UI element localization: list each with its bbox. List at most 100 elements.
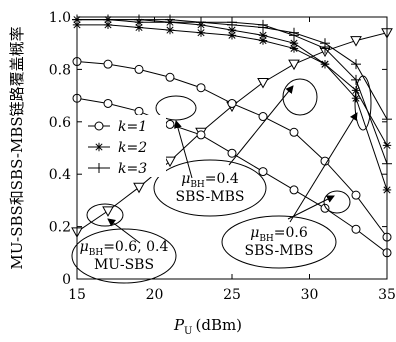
point-asterisk-d2 <box>95 143 103 151</box>
point-circle <box>103 59 113 69</box>
x-tick-label: 20 <box>146 287 164 303</box>
annotation-arrow <box>289 112 358 223</box>
y-tick-label: 0.4 <box>49 167 71 183</box>
point-plus <box>134 14 144 25</box>
highlight-ellipse <box>155 95 197 121</box>
point-circle <box>134 106 144 116</box>
point-asterisk-d2 <box>290 39 298 47</box>
point-asterisk <box>165 25 175 35</box>
point-asterisk <box>289 44 299 53</box>
point-circle <box>103 98 113 108</box>
point-plus <box>103 14 113 25</box>
point-asterisk <box>196 28 206 37</box>
point-asterisk-d2 <box>135 23 143 32</box>
point-plus <box>258 19 268 30</box>
ticks-layer: 15 20 25 30 35 0 0.2 0.4 0.6 0.8 1.0 <box>49 10 396 303</box>
annotation-text: μBH=0.4 <box>181 171 239 190</box>
point-plus <box>320 43 330 54</box>
point-asterisk-d2 <box>104 21 112 29</box>
point-triangle <box>350 36 362 47</box>
annotation-line2: SBS-MBS <box>176 189 245 205</box>
point-plus <box>196 17 206 28</box>
x-axis-title: PU (dBm) <box>173 316 242 337</box>
x-axis-title-subscript: U <box>184 326 192 337</box>
point-asterisk-d2 <box>259 37 267 45</box>
point-circle <box>227 148 237 158</box>
point-asterisk-d2 <box>228 26 236 34</box>
annotation-mu: μ <box>80 239 89 255</box>
point-asterisk-d2 <box>228 31 236 39</box>
point-asterisk-d2 <box>290 44 298 52</box>
annotation-arrow <box>228 85 294 166</box>
series-layer <box>71 14 393 258</box>
point-triangle <box>133 182 145 194</box>
point-asterisk <box>94 142 104 152</box>
point-circle <box>196 83 206 93</box>
point-circle <box>94 121 104 131</box>
point-triangle <box>164 156 176 168</box>
point-plus <box>165 14 175 25</box>
point-circle <box>258 167 268 177</box>
point-asterisk-d2 <box>352 94 360 102</box>
point-circle <box>196 130 206 140</box>
point-circle <box>165 72 175 82</box>
point-asterisk-d2 <box>259 31 267 39</box>
point-triangle <box>288 59 300 71</box>
legend-label: k=2 <box>118 140 147 156</box>
highlight-ellipse <box>282 78 318 116</box>
point-asterisk-d2 <box>197 29 205 37</box>
annotation-arrow <box>287 195 335 220</box>
y-tick-label: 0.2 <box>49 220 71 236</box>
annotation-bubble <box>221 215 337 269</box>
point-circle <box>289 185 299 195</box>
legend-label: k=3 <box>118 161 147 177</box>
x-axis-title-symbol: P <box>173 316 185 334</box>
point-asterisk <box>351 94 361 103</box>
point-plus <box>289 30 299 41</box>
point-circle <box>351 190 361 200</box>
y-axis-title: MU-SBS和SBS-MBS链路覆盖概率 <box>8 26 26 269</box>
annotation-sub: BH <box>190 180 205 190</box>
point-asterisk <box>134 23 144 32</box>
legend-label: k=1 <box>118 119 147 135</box>
y-tick-label: 1.0 <box>49 10 71 26</box>
point-triangle <box>257 78 269 89</box>
point-circle <box>227 98 237 108</box>
x-tick-label: 15 <box>68 287 86 303</box>
point-asterisk <box>320 59 330 69</box>
point-triangle <box>102 206 114 217</box>
x-tick-label: 35 <box>378 287 396 303</box>
annotation-mu: μ <box>250 225 259 241</box>
annotation-bubble <box>153 159 267 217</box>
annotation-value: =0.6 <box>274 225 308 241</box>
point-circle <box>258 112 268 122</box>
point-circle <box>320 203 330 213</box>
annotation-line2: MU-SBS <box>94 257 154 273</box>
point-circle <box>165 119 175 129</box>
point-asterisk <box>258 31 268 40</box>
y-tick-label: 0.6 <box>49 115 71 131</box>
point-plus <box>227 17 237 28</box>
y-tick-label: 0 <box>62 272 71 288</box>
point-plus <box>351 59 361 70</box>
point-asterisk <box>289 39 299 48</box>
point-asterisk <box>103 20 113 30</box>
point-circle <box>134 64 144 74</box>
highlight-ellipse <box>354 75 372 131</box>
highlight-ellipse <box>323 190 351 214</box>
annotation-text: μBH=0.6 <box>250 225 308 244</box>
point-plus <box>94 163 104 173</box>
x-axis-title-unit: (dBm) <box>195 316 242 334</box>
x-tick-label: 30 <box>301 287 319 303</box>
legend: k=1 k=2 k=3 <box>84 115 166 177</box>
annotation-text: μBH=0.6, 0.4 <box>80 239 169 258</box>
annotation-sub: BH <box>259 234 274 244</box>
point-circle <box>351 224 361 234</box>
x-tick-label: 25 <box>223 287 241 303</box>
annotation-arrow <box>107 218 141 244</box>
y-tick-label: 0.8 <box>49 62 71 78</box>
annotation-line2: SBS-MBS <box>245 243 314 259</box>
point-asterisk <box>227 25 237 35</box>
annotation-bubble <box>71 228 177 284</box>
